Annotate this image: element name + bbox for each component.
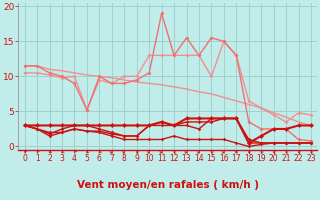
X-axis label: Vent moyen/en rafales ( km/h ): Vent moyen/en rafales ( km/h ): [77, 180, 259, 190]
